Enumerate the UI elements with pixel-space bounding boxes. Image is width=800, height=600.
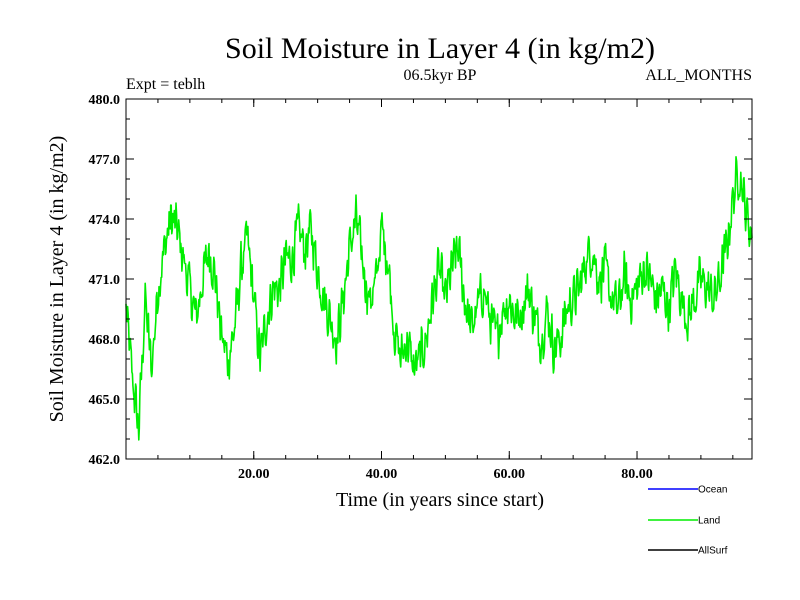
chart-title: Soil Moisture in Layer 4 (in kg/m2)	[225, 32, 655, 65]
x-tick-label: 20.00	[238, 467, 270, 482]
x-axis-label: Time (in years since start)	[336, 489, 544, 511]
plot-frame	[125, 98, 753, 460]
y-tick-label: 468.0	[89, 333, 121, 348]
period-label: 06.5kyr BP	[404, 67, 477, 84]
legend: Ocean Land AllSurf	[648, 485, 728, 557]
x-tick-label: 80.00	[621, 467, 653, 482]
y-axis: 462.0 465.0 468.0 471.0 474.0 477.0 480.0	[89, 93, 752, 468]
legend-label-land: Land	[698, 516, 720, 527]
legend-label-allsurf: AllSurf	[698, 546, 728, 557]
experiment-label: Expt = teblh	[126, 76, 205, 93]
land-series-line	[125, 156, 753, 441]
legend-label-ocean: Ocean	[698, 485, 727, 496]
x-tick-label: 60.00	[494, 467, 526, 482]
y-tick-label: 474.0	[89, 213, 121, 228]
y-tick-label: 465.0	[89, 393, 121, 408]
months-label: ALL_MONTHS	[645, 67, 752, 84]
plot-area	[125, 98, 753, 460]
x-tick-label: 40.00	[366, 467, 398, 482]
x-axis: 20.00 40.00 60.00 80.00	[125, 99, 734, 482]
y-axis-label: Soil Moisture in Layer 4 (in kg/m2)	[46, 136, 68, 423]
y-tick-label: 477.0	[89, 153, 121, 168]
y-tick-label: 471.0	[89, 273, 121, 288]
y-tick-label: 462.0	[89, 453, 121, 468]
y-tick-label: 480.0	[89, 93, 121, 108]
